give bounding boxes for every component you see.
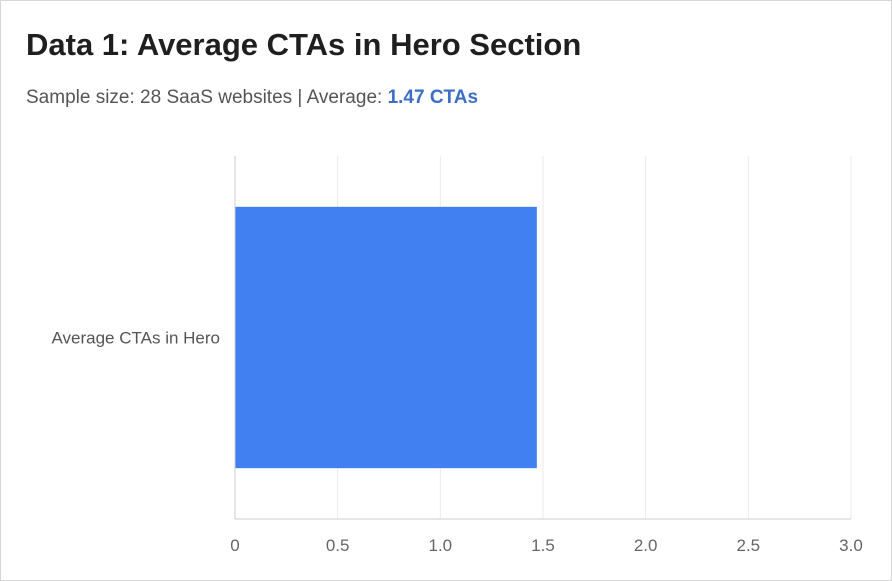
chart-subtitle: Sample size: 28 SaaS websites | Average:…	[26, 85, 478, 111]
axes	[234, 156, 851, 520]
x-tick-label: 0.5	[326, 536, 350, 555]
average-highlight: 1.47 CTAs	[387, 87, 479, 108]
chart-title: Data 1: Average CTAs in Hero Section	[26, 27, 582, 62]
category-label: Average CTAs in Hero	[52, 329, 221, 348]
x-tick-labels: 0 0.5 1.0 1.5 2.0 2.5 3.0	[230, 536, 863, 555]
bars	[235, 206, 537, 469]
x-tick-label: 3.0	[839, 536, 863, 555]
x-tick-label: 1.0	[429, 536, 453, 555]
subtitle-text: Sample size: 28 SaaS websites | Average:	[26, 87, 388, 108]
category-labels: Average CTAs in Hero	[52, 329, 221, 348]
x-tick-label: 2.5	[737, 536, 761, 555]
x-tick-label: 1.5	[531, 536, 555, 555]
bar	[235, 206, 537, 469]
x-tick-label: 0	[230, 536, 239, 555]
x-tick-label: 2.0	[634, 536, 658, 555]
